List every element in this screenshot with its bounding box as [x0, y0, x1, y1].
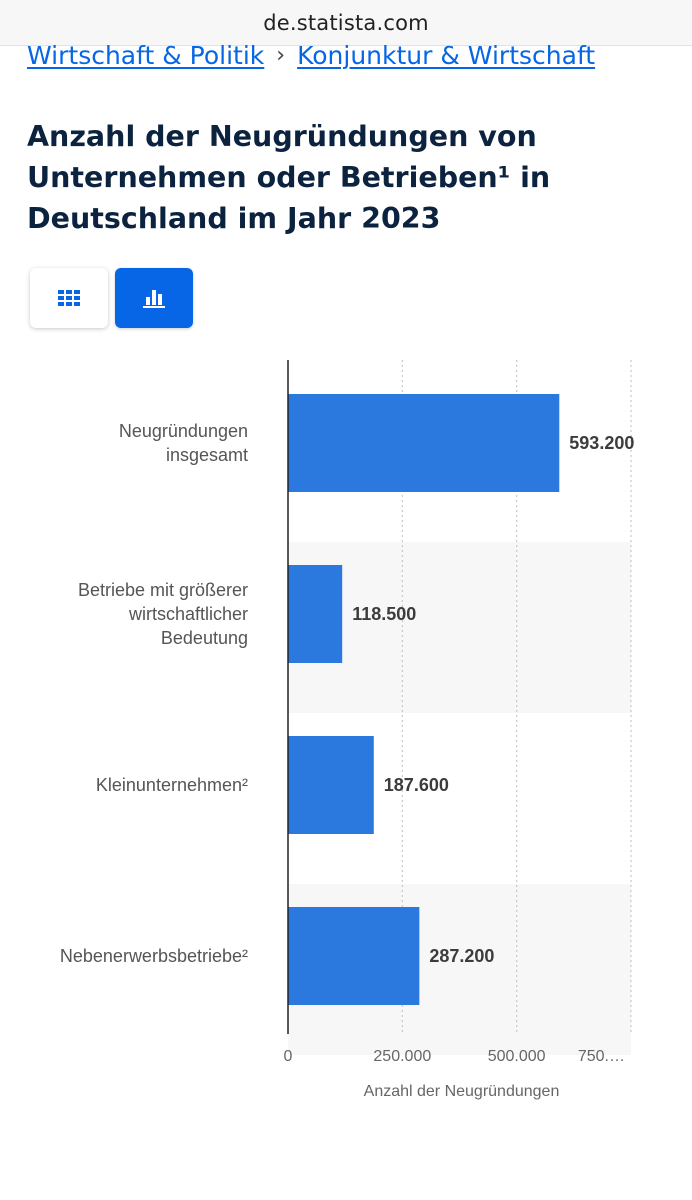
- bar: [288, 565, 343, 663]
- category-label: Nebenerwerbsbetriebe²: [60, 946, 248, 966]
- category-label-line: insgesamt: [166, 445, 248, 465]
- breadcrumb-link-konjunktur-wirtschaft[interactable]: Konjunktur & Wirtschaft: [297, 40, 596, 70]
- bar-chart: 593.200 Neugründungen insgesamt 118.500 Betr…: [60, 360, 634, 1100]
- url-text: de.statista.com: [263, 10, 429, 35]
- category-label: Neugründungen insgesamt: [119, 421, 248, 465]
- value-label: 593.200: [569, 433, 634, 453]
- title-line: Anzahl der Neugründungen von: [27, 120, 537, 153]
- value-label: 287.200: [429, 946, 494, 966]
- bar: [288, 736, 374, 834]
- band-background: [288, 542, 631, 713]
- bar-chart-icon: [143, 290, 165, 308]
- value-label: 118.500: [352, 604, 416, 624]
- category-label: Kleinunternehmen²: [96, 775, 248, 795]
- bar: [288, 907, 420, 1005]
- browser-url-bar[interactable]: de.statista.com: [0, 0, 692, 46]
- bar: [288, 394, 560, 492]
- category-label-line: Neugründungen: [119, 421, 248, 441]
- value-label: 187.600: [384, 775, 449, 795]
- breadcrumb: Wirtschaft & Politik › Konjunktur & Wirt…: [27, 40, 595, 70]
- page-title: Anzahl der Neugründungen von Unternehmen…: [27, 116, 587, 239]
- breadcrumb-separator: ›: [276, 42, 286, 68]
- x-tick-label: 250.000: [373, 1048, 431, 1065]
- x-tick-label: 500.000: [488, 1048, 546, 1065]
- table-view-button[interactable]: [30, 268, 108, 328]
- x-tick-label: 0: [284, 1048, 293, 1065]
- category-label-line: Nebenerwerbsbetriebe²: [60, 946, 248, 966]
- category-label-line: Betriebe mit größerer: [78, 580, 248, 600]
- breadcrumb-link-wirtschaft-politik[interactable]: Wirtschaft & Politik: [27, 40, 265, 70]
- category-label: Betriebe mit größerer wirtschaftlicher Bed…: [78, 580, 248, 648]
- category-label-line: Kleinunternehmen²: [96, 775, 248, 795]
- title-line: Deutschland im Jahr 2023: [27, 202, 441, 235]
- x-tick-label: 750.…: [578, 1048, 625, 1065]
- grid-icon: [58, 290, 80, 306]
- title-line: Unternehmen oder Betrieben¹ in: [27, 161, 551, 194]
- category-label-line: Bedeutung: [161, 628, 248, 648]
- chart-view-button[interactable]: [115, 268, 193, 328]
- x-axis-title: Anzahl der Neugründungen: [364, 1083, 560, 1100]
- category-label-line: wirtschaftlicher: [128, 604, 248, 624]
